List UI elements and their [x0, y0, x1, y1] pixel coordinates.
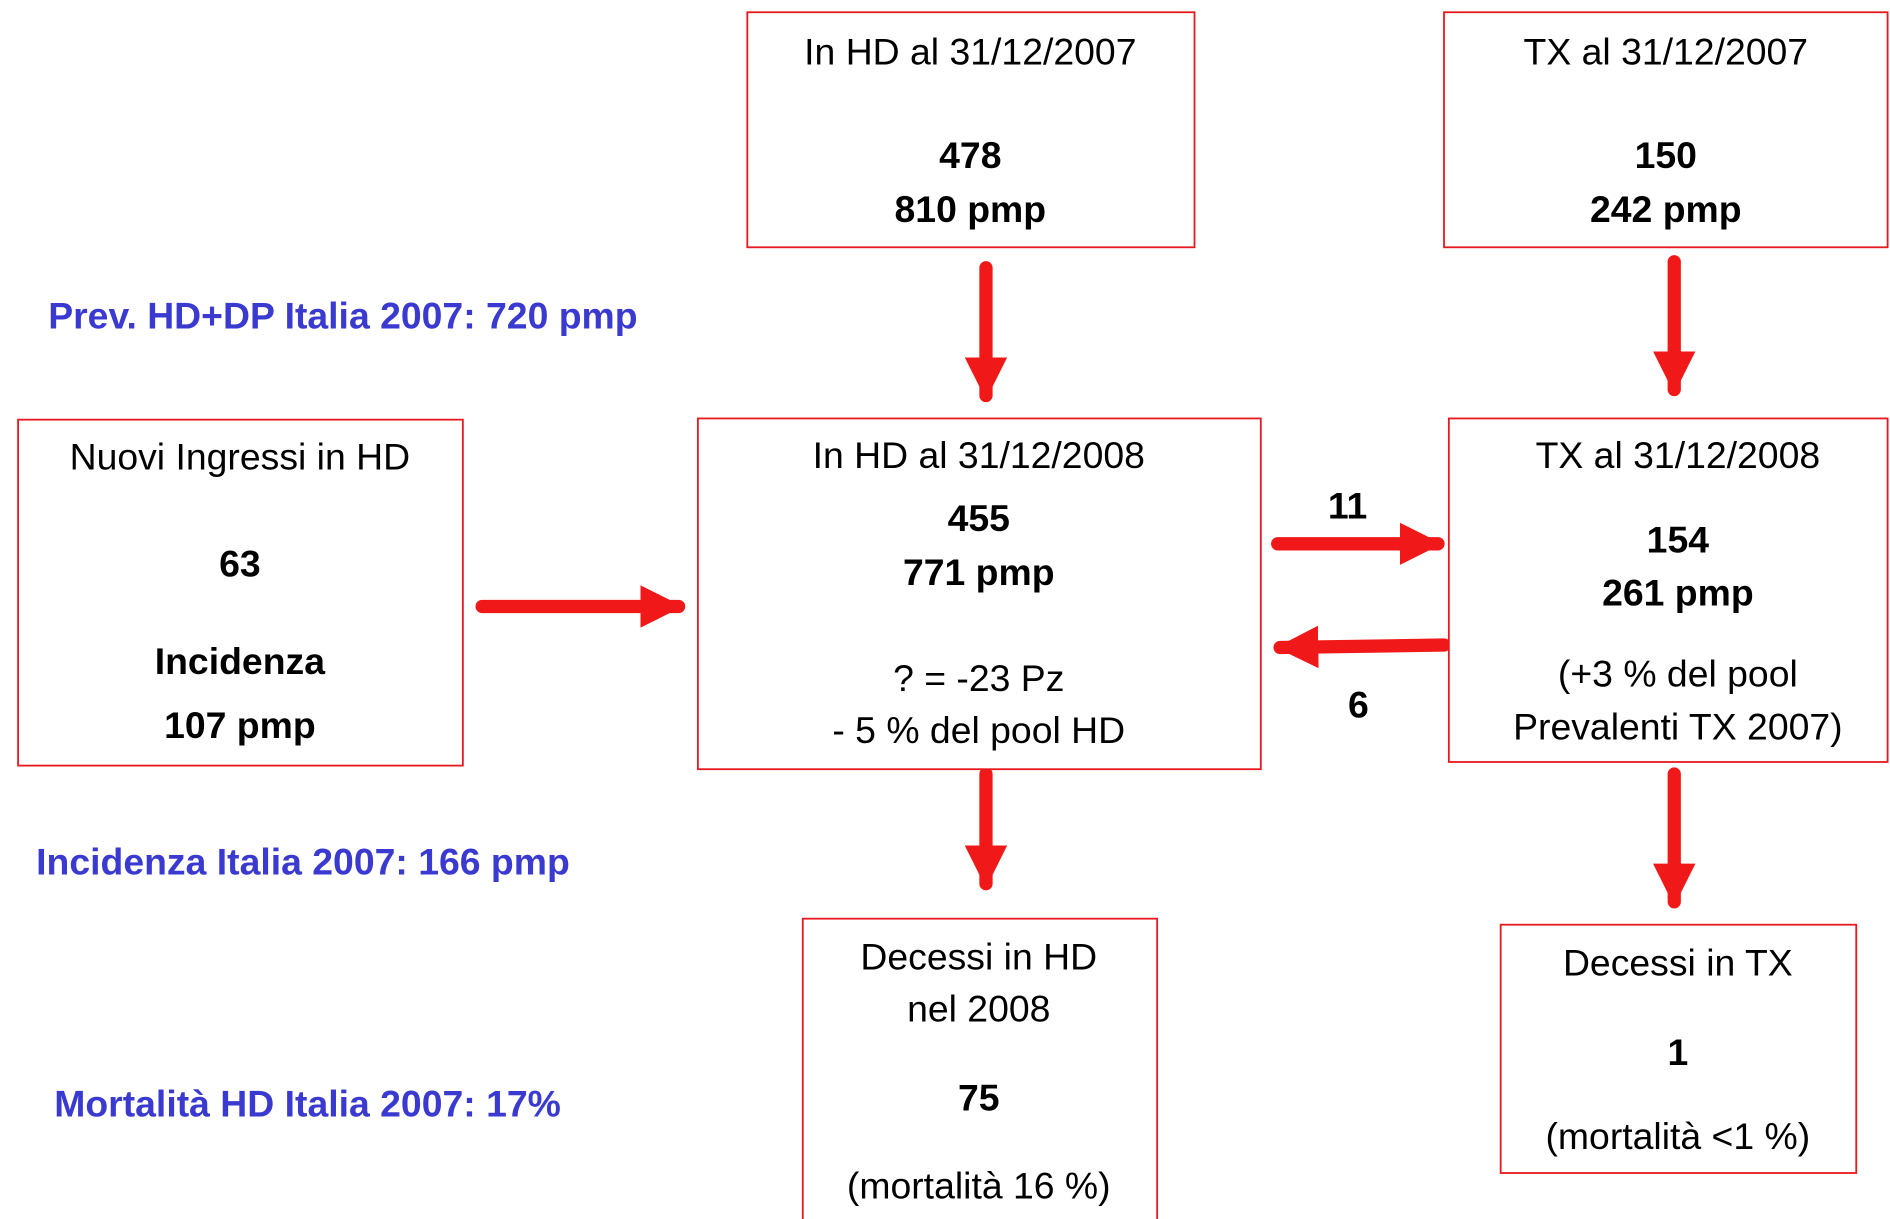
- box-text: In HD al 31/12/2007: [804, 30, 1136, 72]
- arrow: [1273, 625, 1451, 669]
- note: Incidenza Italia 2007: 166 pmp: [36, 840, 570, 882]
- flow-label: 6: [1348, 684, 1369, 726]
- box: [801, 917, 1159, 1219]
- box: [1443, 11, 1889, 249]
- box-text: Prevalenti TX 2007): [1513, 705, 1843, 747]
- arrows: [475, 255, 1696, 909]
- box: [17, 418, 464, 767]
- box-text: 63: [219, 543, 261, 585]
- box-text: 107 pmp: [164, 704, 316, 746]
- box-text: 261 pmp: [1602, 572, 1754, 614]
- box: [1499, 923, 1858, 1174]
- box-text: 478: [939, 134, 1001, 176]
- box-text: (mortalità 16 %): [847, 1165, 1111, 1207]
- box-text: 75: [958, 1077, 1000, 1119]
- box-text: 810 pmp: [895, 188, 1047, 230]
- box-text: 154: [1647, 518, 1710, 560]
- box: [1447, 417, 1889, 763]
- box-text: Incidenza: [155, 640, 326, 682]
- box-text: Decessi in TX: [1563, 942, 1793, 984]
- box-text: - 5 % del pool HD: [832, 709, 1125, 751]
- box-text: (mortalità <1 %): [1545, 1115, 1810, 1157]
- box: [746, 11, 1196, 249]
- box: [696, 417, 1262, 771]
- box-text: In HD al 31/12/2008: [813, 434, 1145, 476]
- box-text: TX al 31/12/2007: [1524, 30, 1809, 72]
- box-text: 242 pmp: [1590, 188, 1742, 230]
- note: Mortalità HD Italia 2007: 17%: [54, 1083, 561, 1125]
- box-text: Decessi in HD: [860, 936, 1097, 978]
- note: Prev. HD+DP Italia 2007: 720 pmp: [48, 294, 637, 336]
- box-text: 771 pmp: [903, 551, 1055, 593]
- box-text: TX al 31/12/2008: [1536, 434, 1821, 476]
- flow-label: 11: [1328, 485, 1368, 527]
- box-text: (+3 % del pool: [1558, 652, 1798, 694]
- box-text: 455: [948, 497, 1010, 539]
- box-text: nel 2008: [907, 987, 1050, 1029]
- box-text: ? = -23 Pz: [893, 657, 1064, 699]
- box-text: 150: [1635, 134, 1697, 176]
- box-text: Nuovi Ingressi in HD: [70, 435, 411, 477]
- box-text: 1: [1667, 1031, 1688, 1073]
